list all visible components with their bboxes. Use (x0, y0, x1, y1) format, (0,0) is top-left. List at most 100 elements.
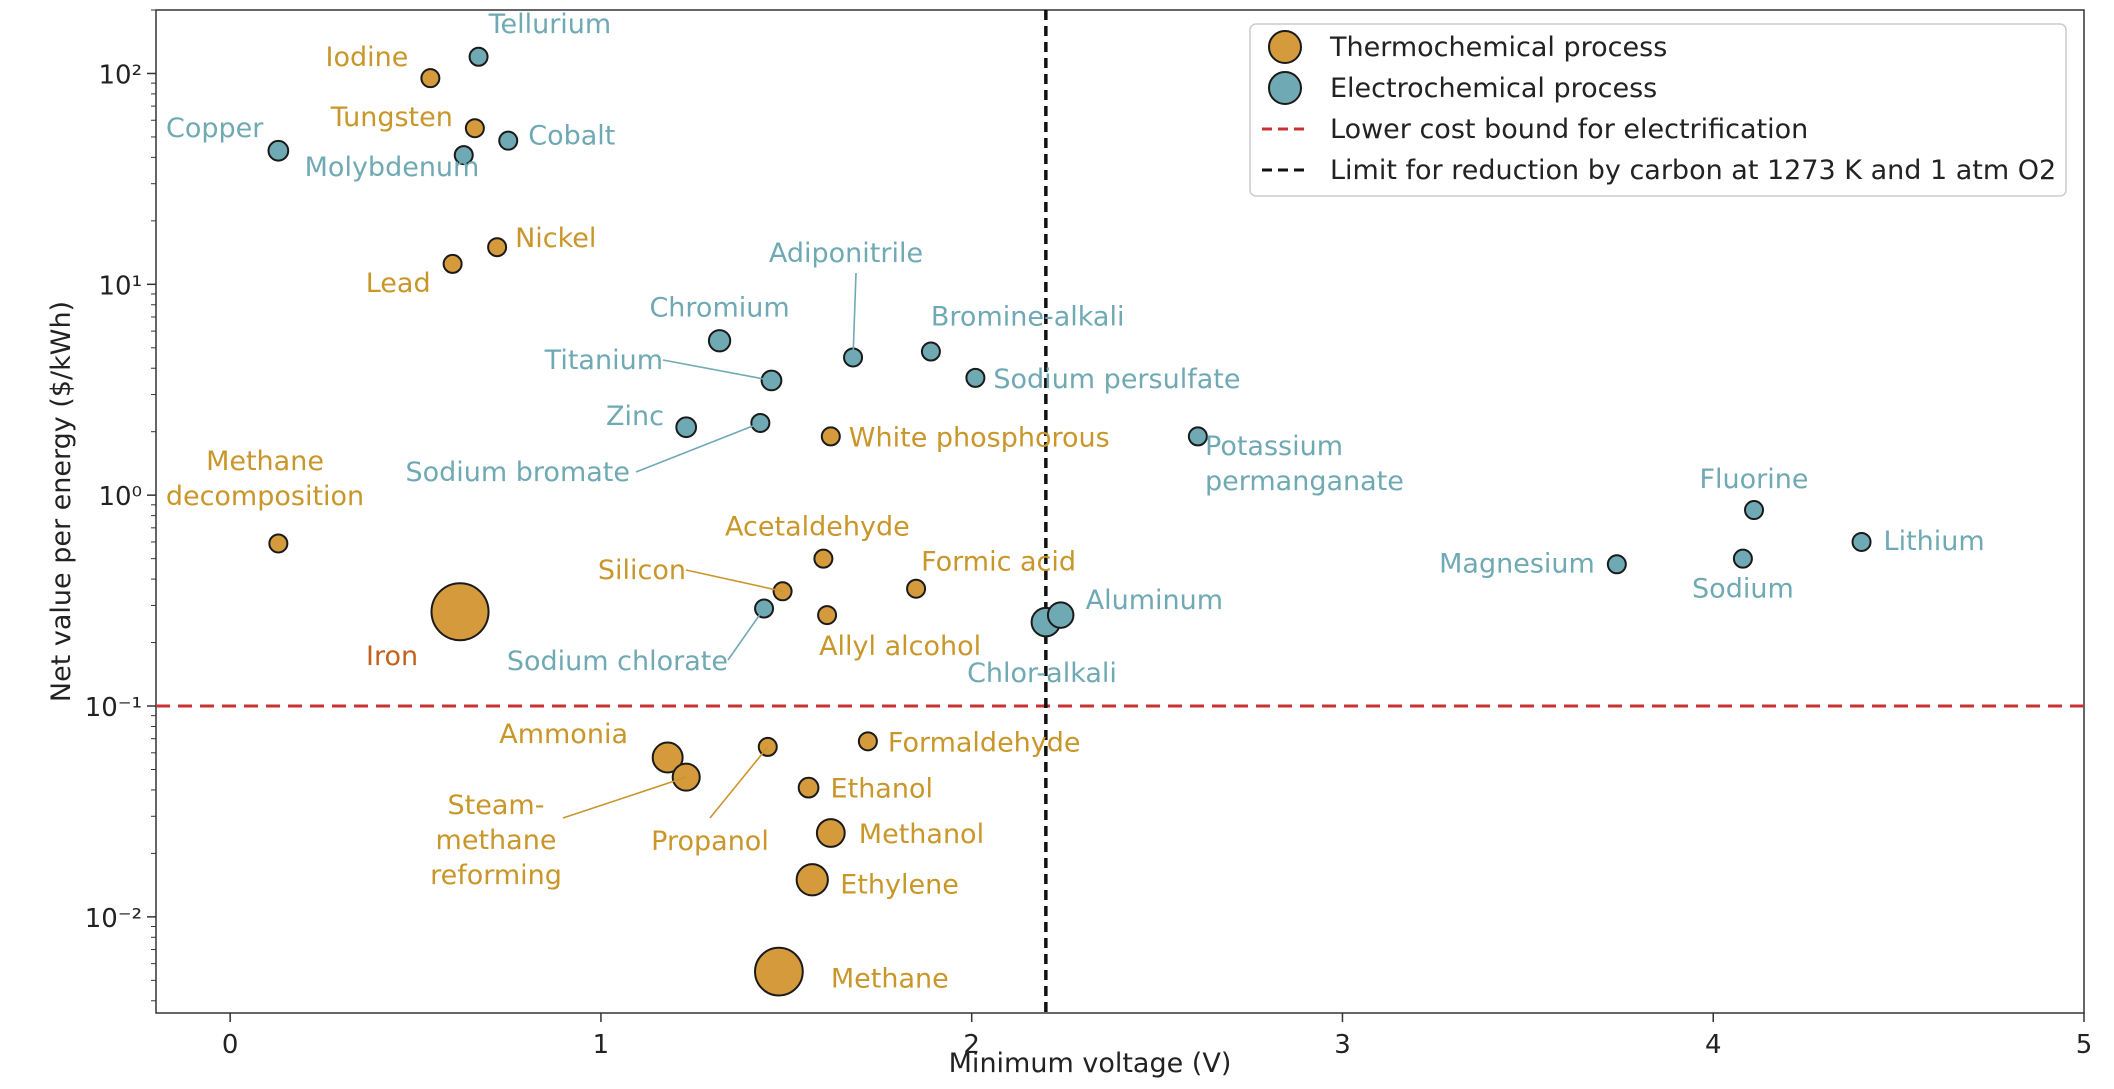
point-fluorine (1744, 500, 1765, 521)
label-leader-line (635, 422, 761, 473)
plot-frame (155, 9, 2085, 1014)
label-ethylene: Ethylene (840, 870, 959, 901)
point-magnesium (1606, 554, 1627, 575)
label-sodium: Sodium (1692, 574, 1794, 605)
label-copper: Copper (166, 113, 264, 144)
legend-label-3: Lower cost bound for electrification (1330, 114, 1808, 145)
label-sodium-chlorate: Sodium chlorate (507, 646, 728, 677)
y-axis-title: Net value per energy ($/kWh) (46, 301, 77, 702)
label-leader-line (685, 569, 783, 593)
label-chlor-alkali: Chlor-alkali (967, 658, 1117, 689)
x-tick-label: 0 (222, 1030, 239, 1060)
point-tungsten (464, 118, 485, 139)
point-formic-acid (906, 578, 927, 599)
label-leader-line (727, 608, 765, 661)
x-tick-label: 1 (593, 1030, 610, 1060)
label-ethanol: Ethanol (831, 774, 933, 805)
label-tellurium: Tellurium (488, 9, 612, 40)
point-white-phosphorous (820, 426, 841, 447)
point-iodine (420, 68, 441, 89)
legend-box (1249, 23, 2067, 197)
label-lead: Lead (366, 268, 431, 299)
legend-label-1: Thermochemical process (1329, 32, 1667, 63)
point-methanol (815, 818, 846, 848)
label-titanium: Titanium (544, 345, 663, 376)
x-tick-label: 3 (1334, 1030, 1351, 1060)
x-tick-label: 2 (963, 1030, 980, 1060)
label-steam-methane-reforming-line-3: reforming (430, 860, 562, 891)
label-steam-methane-reforming: Steam-methane reforming (430, 790, 562, 891)
label-ammonia: Ammonia (499, 719, 628, 750)
label-sodium-bromate: Sodium bromate (405, 457, 630, 488)
point-methane-decomposition (268, 533, 289, 554)
y-tick-label: 10⁻¹ (85, 693, 142, 723)
y-tick-label: 10⁻² (85, 904, 142, 934)
label-tungsten: Tungsten (330, 102, 453, 133)
point-sodium (1732, 548, 1753, 569)
point-zinc (675, 416, 698, 439)
label-formic-acid: Formic acid (921, 547, 1076, 578)
label-methane-decomposition-line-1: Methane (206, 446, 324, 477)
label-leader-line (852, 272, 857, 358)
label-steam-methane-reforming-line-1: Steam- (448, 790, 545, 821)
y-tick-label: 10⁰ (98, 482, 142, 512)
point-lead (442, 253, 463, 274)
label-bromine-alkali: Bromine-alkali (931, 302, 1125, 333)
point-molybdenum (453, 145, 474, 166)
label-methane-decomposition: Methane decomposition (166, 446, 364, 512)
label-sodium-persulfate: Sodium persulfate (993, 364, 1240, 395)
x-tick-label: 5 (2076, 1030, 2093, 1060)
legend-label-2: Electrochemical process (1330, 73, 1657, 104)
point-copper (267, 139, 290, 162)
point-nickel (487, 237, 508, 258)
label-molybdenum: Molybdenum (305, 152, 480, 183)
label-cobalt: Cobalt (528, 121, 615, 152)
point-bromine-alkali (920, 341, 941, 362)
legend-label-4: Limit for reduction by carbon at 1273 K … (1330, 155, 2056, 186)
x-tick-label: 4 (1705, 1030, 1722, 1060)
label-potassium-permanganate-line-2: permanganate (1205, 466, 1404, 497)
y-tick-label: 10¹ (98, 271, 142, 301)
point-aluminum (1046, 601, 1075, 629)
label-nickel: Nickel (515, 223, 596, 254)
label-silicon: Silicon (598, 555, 686, 586)
label-leader-line (662, 359, 772, 382)
point-tellurium (468, 46, 489, 67)
point-acetaldehyde (813, 548, 834, 569)
label-aluminum: Aluminum (1086, 585, 1223, 616)
label-methane-decomposition-line-2: decomposition (166, 481, 364, 512)
label-allyl-alcohol: Allyl alcohol (819, 631, 981, 662)
label-methanol: Methanol (859, 819, 984, 850)
point-iron (430, 582, 490, 642)
point-lithium (1851, 531, 1872, 552)
label-methane: Methane (831, 964, 949, 995)
label-zinc: Zinc (606, 401, 664, 432)
y-tick-label: 10² (98, 60, 142, 90)
label-leader-line (562, 776, 687, 819)
x-axis-title: Minimum voltage (V) (949, 1048, 1232, 1079)
point-ethylene (795, 863, 829, 897)
label-potassium-permanganate-line-1: Potassium (1205, 431, 1343, 462)
point-ammonia (651, 741, 684, 774)
label-leader-line (709, 746, 769, 819)
label-fluorine: Fluorine (1700, 464, 1809, 495)
label-adiponitrile: Adiponitrile (769, 238, 923, 269)
point-potassium-permanganate (1187, 426, 1208, 447)
label-propanol: Propanol (651, 826, 769, 857)
label-iodine: Iodine (326, 42, 409, 73)
point-cobalt (498, 130, 519, 151)
legend-marker-1 (1268, 30, 1302, 64)
label-steam-methane-reforming-line-2: methane (436, 825, 557, 856)
point-sodium-persulfate (965, 367, 986, 388)
label-iron: Iron (366, 641, 418, 672)
label-formaldehyde: Formaldehyde (888, 727, 1081, 758)
label-lithium: Lithium (1884, 526, 1985, 557)
legend-marker-2 (1268, 71, 1302, 105)
point-chromium (707, 329, 732, 353)
point-ethanol (797, 776, 820, 799)
label-white-phosphorous: White phosphorous (849, 422, 1110, 453)
point-methane (754, 946, 804, 997)
point-allyl-alcohol (817, 605, 838, 626)
